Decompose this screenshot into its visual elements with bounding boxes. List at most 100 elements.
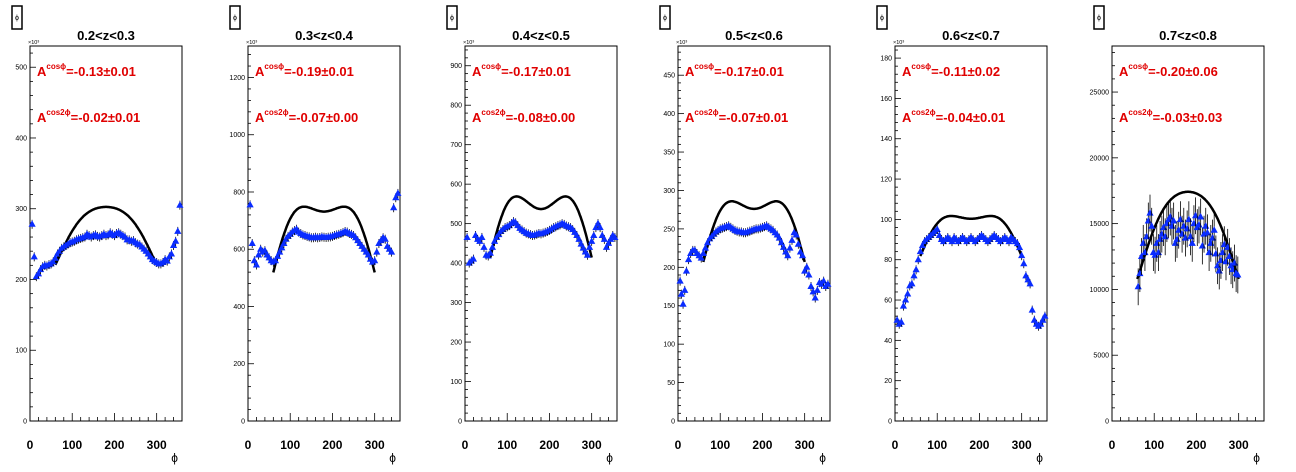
y-tick-label: 100 bbox=[880, 217, 892, 224]
acos2-annotation: Acos2ϕ=-0.08±0.00 bbox=[472, 108, 575, 125]
x-tick-label: 300 bbox=[1012, 438, 1032, 452]
acos-value: =-0.17±0.01 bbox=[501, 64, 571, 79]
y-tick-label: 800 bbox=[450, 103, 462, 110]
x-tick-label: 0 bbox=[675, 438, 682, 452]
acos-superscript: cosϕ bbox=[481, 62, 501, 71]
panel-title: 0.4<z<0.5 bbox=[512, 28, 570, 43]
x-tick-label: 200 bbox=[752, 438, 772, 452]
y-tick-label: 700 bbox=[450, 142, 462, 149]
y-tick-label: 0 bbox=[241, 419, 245, 426]
panel-title: 0.7<z<0.8 bbox=[1159, 28, 1217, 43]
x-tick-label: 200 bbox=[104, 438, 124, 452]
data-point bbox=[583, 251, 592, 258]
data-point bbox=[176, 201, 184, 208]
y-tick-label: 0 bbox=[458, 419, 462, 426]
data-point bbox=[681, 286, 689, 293]
data-point bbox=[607, 235, 615, 242]
data-point bbox=[585, 243, 594, 250]
acos2-superscript: cos2ϕ bbox=[46, 108, 70, 117]
y-tick-label: 200 bbox=[663, 265, 675, 272]
acos-annotation: Acosϕ=-0.17±0.01 bbox=[685, 62, 784, 79]
y-tick-label: 600 bbox=[233, 247, 245, 254]
data-point bbox=[933, 225, 941, 232]
data-point bbox=[1185, 215, 1193, 223]
acos2-superscript: cos2ϕ bbox=[694, 108, 718, 117]
acos2-value: =-0.07±0.01 bbox=[719, 110, 789, 125]
panel-5: ϕ 0.6<z<0.7 ×10³ 0 20 40 60 80 100 120 140 160 180 0 1… bbox=[876, 5, 1049, 465]
data-point bbox=[801, 267, 809, 274]
data-point bbox=[897, 318, 905, 325]
fit-curve bbox=[54, 205, 158, 266]
data-point bbox=[490, 237, 499, 244]
y-tick-label: 0 bbox=[671, 419, 675, 426]
x-tick-label: 200 bbox=[322, 438, 342, 452]
data-point bbox=[248, 239, 256, 247]
y-tick-label: 400 bbox=[450, 261, 462, 268]
acos-annotation: Acosϕ=-0.17±0.01 bbox=[472, 62, 571, 79]
data-point bbox=[679, 300, 687, 307]
x-axis-label: ϕ bbox=[171, 451, 178, 465]
y-multiplier: ×10³ bbox=[463, 40, 474, 46]
acos-superscript: cosϕ bbox=[264, 62, 284, 71]
y-tick-label: 40 bbox=[884, 338, 892, 345]
data-point bbox=[699, 249, 707, 256]
data-point bbox=[596, 223, 604, 231]
y-multiplier: ×10³ bbox=[28, 40, 39, 46]
acos2-label: A bbox=[37, 110, 47, 125]
y-tick-label: 120 bbox=[880, 177, 892, 184]
data-point bbox=[1139, 239, 1147, 246]
y-tick-label: 300 bbox=[15, 206, 27, 213]
data-point bbox=[1143, 232, 1151, 240]
acos2-label: A bbox=[472, 110, 482, 125]
acos2-label: A bbox=[902, 110, 912, 125]
x-tick-label: 300 bbox=[147, 438, 167, 452]
data-point bbox=[912, 265, 920, 273]
data-point bbox=[676, 277, 684, 284]
data-point bbox=[252, 260, 261, 268]
data-point bbox=[600, 235, 608, 242]
acos2-annotation: Acos2ϕ=-0.03±0.03 bbox=[1119, 108, 1222, 125]
panel-title: 0.3<z<0.4 bbox=[295, 28, 354, 43]
data-point bbox=[1234, 270, 1242, 278]
y-tick-label: 0 bbox=[888, 419, 892, 426]
y-tick-label: 600 bbox=[450, 182, 462, 189]
data-point bbox=[1018, 251, 1026, 259]
data-point bbox=[910, 271, 918, 279]
x-axis-label: ϕ bbox=[606, 451, 613, 465]
x-tick-label: 0 bbox=[1109, 438, 1116, 452]
acos-value: =-0.13±0.01 bbox=[66, 64, 136, 79]
data-point bbox=[278, 243, 286, 251]
data-point bbox=[1015, 243, 1024, 251]
data-point bbox=[697, 254, 705, 261]
data-point bbox=[1197, 213, 1205, 220]
data-point bbox=[390, 203, 398, 211]
data-point bbox=[604, 239, 613, 246]
x-tick-label: 0 bbox=[27, 438, 34, 452]
y-tick-label: 800 bbox=[233, 189, 245, 196]
y-tick-label: 180 bbox=[880, 56, 892, 63]
data-point bbox=[381, 235, 389, 242]
data-point bbox=[163, 257, 171, 264]
data-point bbox=[1148, 222, 1156, 229]
panel-title: 0.5<z<0.6 bbox=[725, 28, 783, 43]
x-axis-label: ϕ bbox=[1036, 451, 1043, 465]
data-point bbox=[167, 250, 176, 257]
x-tick-label: 100 bbox=[497, 438, 517, 452]
data-point bbox=[1198, 242, 1206, 249]
data-point bbox=[371, 256, 379, 264]
y-tick-label: 100 bbox=[663, 342, 675, 349]
acos-label: A bbox=[472, 64, 482, 79]
legend-box bbox=[876, 5, 888, 30]
data-point bbox=[899, 302, 908, 309]
x-tick-label: 300 bbox=[1229, 438, 1249, 452]
x-tick-label: 200 bbox=[539, 438, 559, 452]
data-point bbox=[803, 263, 811, 270]
legend-box-label: ϕ bbox=[233, 15, 237, 22]
y-tick-label: 20 bbox=[884, 378, 892, 385]
acos2-superscript: cos2ϕ bbox=[911, 108, 935, 117]
data-point bbox=[820, 277, 828, 284]
data-point bbox=[478, 233, 486, 240]
data-point bbox=[1192, 211, 1200, 219]
data-point bbox=[703, 238, 712, 246]
x-tick-label: 200 bbox=[1186, 438, 1206, 452]
